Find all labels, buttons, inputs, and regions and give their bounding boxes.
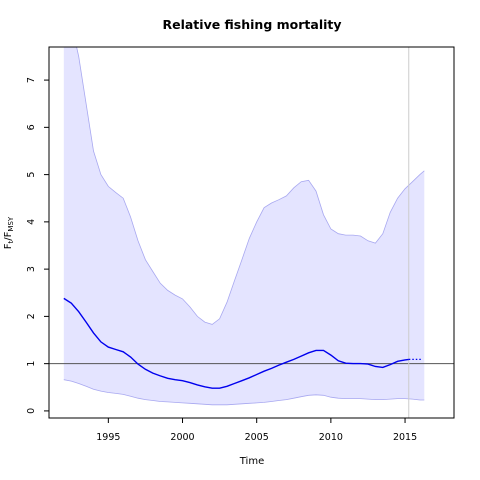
y-tick-label: 0 <box>26 408 37 414</box>
y-label-main: F <box>3 243 14 249</box>
y-label-sub2: MSY <box>7 216 15 231</box>
x-axis-label: Time <box>239 456 264 467</box>
median-line <box>63 297 409 389</box>
x-tick-label: 2015 <box>393 432 417 443</box>
upper-bound-line <box>76 47 425 325</box>
plot-area <box>49 47 454 418</box>
x-tick-label: 2000 <box>170 432 194 443</box>
x-axis: 1995 2000 2005 2010 2015 <box>96 418 417 443</box>
lower-bound-line <box>63 379 425 406</box>
y-tick-label: 6 <box>26 124 37 130</box>
chart-title: Relative fishing mortality <box>162 17 341 32</box>
x-tick-label: 1995 <box>96 432 120 443</box>
y-tick-label: 7 <box>26 77 37 83</box>
plot-frame <box>48 46 455 419</box>
y-label-sep: /F <box>3 231 14 240</box>
y-tick-label: 1 <box>26 361 37 367</box>
y-tick-label: 4 <box>26 219 37 225</box>
y-tick-label: 5 <box>26 172 37 178</box>
y-tick-label: 2 <box>26 313 37 319</box>
confidence-band <box>63 47 425 405</box>
y-axis-label: Ft/FMSY <box>3 216 15 249</box>
y-label-sub1: t <box>7 240 15 243</box>
x-tick-label: 2005 <box>245 432 269 443</box>
x-tick-label: 2010 <box>319 432 343 443</box>
y-axis: 0 1 2 3 4 5 6 7 <box>26 77 49 414</box>
y-tick-label: 3 <box>26 266 37 272</box>
